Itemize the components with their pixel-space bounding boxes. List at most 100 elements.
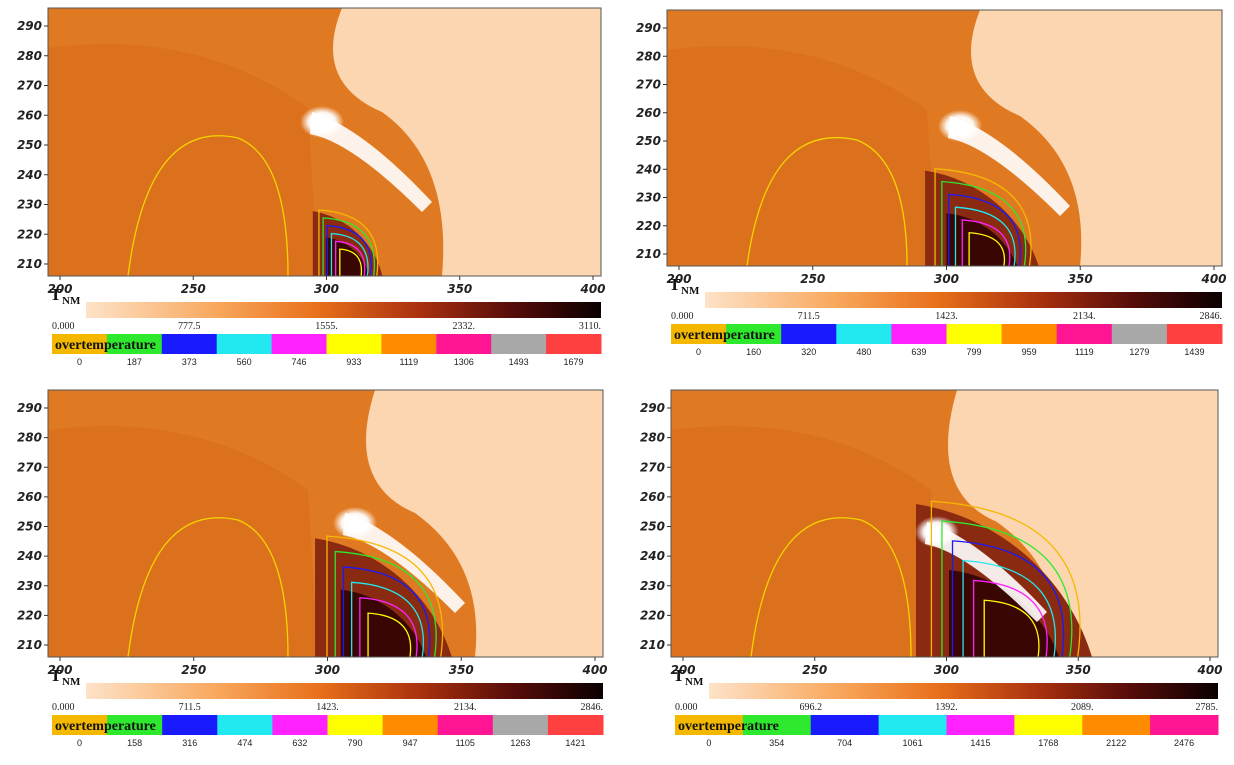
contour-line — [330, 232, 369, 276]
y-tick-label: 220 — [640, 608, 665, 622]
y-tick-label: 270 — [636, 78, 661, 92]
y-tick-label: 270 — [640, 460, 665, 474]
colorbar-title-subscript: NM — [62, 676, 81, 688]
legend-swatch — [106, 334, 163, 354]
y-tick-label: 270 — [17, 460, 42, 474]
chart-svg: 290 280 270 260 250 240 230 220 210 200 250 300 350 4… — [17, 389, 608, 748]
y-tick-label: 260 — [640, 490, 665, 504]
contour-line — [334, 240, 366, 276]
colorbar-tick-label: 2089. — [1071, 702, 1094, 713]
jet-tail — [925, 522, 1047, 622]
contour-line — [342, 566, 431, 657]
y-tick-label: 240 — [17, 168, 42, 182]
contour-lines — [127, 135, 379, 276]
legend-swatch — [436, 334, 492, 354]
contour-line — [930, 500, 1081, 657]
colorbar-title: T — [50, 666, 62, 685]
colorbar — [86, 683, 603, 699]
colorbar-tick-label: 1555. — [315, 321, 338, 332]
y-tick-label: 250 — [636, 134, 661, 148]
field-region-upstream — [948, 390, 1218, 657]
legend-tick-label: 639 — [911, 347, 926, 357]
legend-tick-label: 1421 — [565, 738, 585, 748]
legend-tick-label: 799 — [967, 347, 982, 357]
y-tick-label: 290 — [17, 19, 42, 33]
legend-swatch — [671, 324, 727, 344]
contour-line — [326, 535, 444, 657]
contour-line — [983, 599, 1040, 657]
legend-tick-label: 2476 — [1174, 738, 1194, 748]
field-region-core — [946, 213, 1018, 266]
y-tick-label: 290 — [17, 401, 42, 415]
legend-swatch — [810, 715, 880, 735]
legend-swatch — [52, 715, 108, 735]
x-tick-label: 250 — [802, 663, 827, 677]
legend-tick-label: 746 — [292, 357, 307, 367]
y-tick-label: 230 — [17, 198, 42, 212]
chart-svg: 290 280 270 260 250 240 230 220 210 200 250 300 350 4… — [640, 389, 1223, 748]
y-tick-label: 240 — [640, 549, 665, 563]
contour-lines — [750, 500, 1081, 657]
colorbar-tick-label: 711.5 — [179, 702, 201, 713]
field-region-left — [48, 44, 318, 276]
legend-swatch — [272, 715, 328, 735]
legend-tick-label: 316 — [182, 738, 197, 748]
colorbar-title: T — [673, 666, 685, 685]
colorbar — [705, 292, 1222, 308]
legend-title: overtemperature — [55, 338, 156, 353]
x-tick-label: 350 — [447, 282, 472, 296]
colorbar-tick-label: 696.2 — [800, 702, 823, 713]
field-region-core — [949, 570, 1059, 657]
legend-tick-label: 790 — [348, 738, 363, 748]
field-region-upstream — [971, 10, 1222, 266]
legend-swatch — [891, 324, 947, 344]
x-tick-label: 250 — [181, 282, 206, 296]
legend-swatch — [216, 334, 273, 354]
legend-tick-label: 158 — [127, 738, 142, 748]
legend-title: overtemperature — [674, 328, 775, 343]
y-tick-label: 280 — [17, 49, 42, 63]
contour-line — [961, 219, 1011, 266]
x-tick-label: 400 — [1200, 272, 1226, 286]
legend-tick-label: 0 — [77, 738, 82, 748]
colorbar-tick-label: 777.5 — [178, 321, 201, 332]
legend-swatch — [1001, 324, 1058, 344]
colorbar-tick-label: 2134. — [454, 702, 477, 713]
jet-tail — [343, 513, 465, 613]
plot-area — [48, 390, 603, 657]
y-tick-label: 240 — [17, 549, 42, 563]
y-tick-label: 230 — [636, 191, 661, 205]
legend-swatch — [547, 715, 604, 735]
colorbar-title: T — [669, 275, 681, 294]
legend-swatch — [726, 324, 782, 344]
legend-swatch — [162, 715, 218, 735]
legend-tick-label: 1105 — [456, 738, 475, 748]
colorbar — [709, 683, 1218, 699]
colorbar-title-subscript: NM — [685, 676, 704, 688]
x-tick-label: 200 — [670, 663, 695, 677]
legend-swatch — [946, 715, 1015, 735]
legend-tick-label: 1493 — [509, 357, 529, 367]
legend-title: overtemperature — [678, 719, 779, 734]
legend-tick-label: 947 — [403, 738, 418, 748]
legend-swatch — [781, 324, 837, 344]
chart-svg: 290 280 270 260 250 240 230 220 210 200 250 300 350 4… — [636, 9, 1227, 357]
legend-swatch — [107, 715, 163, 735]
field-region-left — [48, 426, 318, 657]
x-tick-label: 400 — [1196, 663, 1222, 677]
colorbar-tick-label: 2785. — [1196, 702, 1219, 713]
legend-swatch — [381, 334, 437, 354]
contour-line — [962, 559, 1056, 657]
contour-yellow-outer — [750, 517, 912, 657]
colorbar-tick-label: 3110. — [579, 321, 601, 332]
y-tick-label: 250 — [640, 520, 665, 534]
contour-line — [941, 180, 1027, 266]
x-tick-label: 350 — [449, 663, 474, 677]
legend-tick-label: 1679 — [564, 357, 584, 367]
legend-swatch — [271, 334, 327, 354]
contour-line — [941, 520, 1073, 657]
legend-tick-label: 0 — [706, 738, 711, 748]
y-tick-label: 210 — [640, 638, 665, 652]
y-tick-label: 260 — [17, 108, 42, 122]
legend-swatch — [1111, 324, 1168, 344]
